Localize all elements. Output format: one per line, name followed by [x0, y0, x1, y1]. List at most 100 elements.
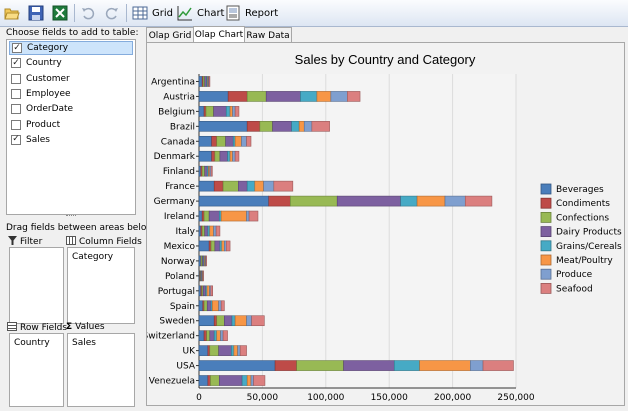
- field-checkbox[interactable]: ✓: [11, 134, 21, 145]
- bar-segment: [208, 76, 211, 87]
- field-item[interactable]: OrderDate: [11, 102, 73, 116]
- field-item[interactable]: ✓ Category: [9, 41, 133, 55]
- field-checkbox[interactable]: [11, 119, 21, 130]
- undo-button[interactable]: [80, 3, 96, 23]
- bar-segment: [208, 210, 220, 222]
- field-item[interactable]: Product: [11, 118, 60, 132]
- bar-segment: [215, 225, 221, 237]
- report-button[interactable]: Report: [225, 3, 278, 23]
- save-button[interactable]: [28, 3, 44, 23]
- bar-segment: [213, 180, 224, 192]
- field-checkbox[interactable]: [11, 104, 21, 115]
- tab-raw-data[interactable]: Raw Data: [244, 27, 292, 43]
- legend-swatch: [540, 183, 552, 195]
- column-field-item[interactable]: Category: [72, 252, 114, 262]
- bar-segment: [303, 121, 313, 132]
- bar-segment: [419, 360, 471, 371]
- column-fields-drop-area[interactable]: Category: [67, 247, 135, 324]
- legend-label: Condiments: [556, 199, 610, 209]
- field-label: Sales: [26, 134, 50, 145]
- bar-segment: [204, 165, 208, 177]
- filter-label: Filter: [20, 237, 43, 247]
- bar-segment: [330, 91, 348, 102]
- bar-segment: [300, 91, 318, 102]
- legend-label: Grains/Cereals: [556, 242, 622, 252]
- bar-segment: [202, 285, 207, 297]
- y-tick-label: Ireland: [164, 212, 195, 222]
- bar-segment: [464, 195, 493, 207]
- field-checkbox[interactable]: [11, 73, 21, 84]
- row-field-item[interactable]: Country: [14, 338, 50, 348]
- bar-segment: [232, 150, 236, 162]
- y-tick-label: Spain: [170, 302, 195, 312]
- legend-label: Beverages: [556, 185, 604, 195]
- bar-segment: [263, 180, 275, 192]
- field-item[interactable]: Employee: [11, 87, 71, 101]
- x-tick-label: 150,000: [371, 393, 408, 403]
- splitter-handle[interactable]: [66, 215, 76, 218]
- filter-drop-area[interactable]: [9, 247, 64, 324]
- row-fields-drop-area[interactable]: Country: [9, 333, 64, 407]
- bar-segment: [336, 195, 401, 207]
- bar-segment: [291, 121, 300, 132]
- legend-swatch: [540, 268, 552, 280]
- excel-icon: [52, 5, 68, 21]
- bar-segment: [198, 135, 212, 147]
- bar-segment: [219, 150, 228, 162]
- bar-segment: [206, 285, 210, 297]
- bar-segment: [198, 300, 204, 312]
- bar-segment: [225, 106, 231, 117]
- bar-segment: [298, 121, 305, 132]
- bar-segment: [234, 315, 247, 327]
- bar-segment: [229, 106, 233, 117]
- tab-olap-grid[interactable]: Olap Grid: [146, 27, 194, 43]
- bar-segment: [444, 195, 466, 207]
- grid-label: Grid: [152, 7, 173, 19]
- legend-label: Seafood: [556, 284, 593, 294]
- redo-button[interactable]: [104, 3, 120, 23]
- bar-segment: [210, 240, 216, 252]
- field-item[interactable]: ✓ Country: [11, 56, 62, 70]
- bar-segment: [231, 315, 236, 327]
- undo-icon: [80, 5, 96, 21]
- tab-olap-chart[interactable]: Olap Chart: [193, 26, 245, 43]
- bar-segment: [343, 360, 395, 371]
- report-icon: [225, 5, 241, 21]
- bar-segment: [209, 225, 214, 237]
- value-field-item[interactable]: Sales: [72, 338, 96, 348]
- bar-segment: [213, 330, 218, 341]
- open-button[interactable]: [4, 3, 20, 23]
- bar-segment: [273, 180, 294, 192]
- bar-segment: [204, 225, 209, 237]
- bar-segment: [311, 121, 330, 132]
- bar-segment: [206, 330, 211, 341]
- field-label: OrderDate: [26, 104, 74, 115]
- bar-segment: [222, 180, 239, 192]
- bar-segment: [234, 150, 240, 162]
- field-label: Category: [27, 43, 69, 53]
- bar-segment: [241, 135, 247, 147]
- bar-segment: [216, 330, 221, 341]
- bar-segment: [213, 225, 217, 237]
- x-tick-label: 100,000: [307, 393, 344, 403]
- excel-export-button[interactable]: [52, 3, 68, 23]
- bar-segment: [198, 345, 209, 356]
- grid-button[interactable]: Grid: [132, 3, 173, 23]
- legend-swatch: [540, 211, 552, 223]
- choose-fields-label: Choose fields to add to table:: [6, 28, 139, 38]
- row-fields-header: Row Fields: [7, 322, 67, 334]
- field-checkbox[interactable]: ✓: [12, 42, 22, 53]
- field-checkbox[interactable]: ✓: [11, 57, 21, 69]
- field-item[interactable]: ✓ Sales: [11, 133, 50, 147]
- bar-segment: [347, 91, 361, 102]
- chart-button[interactable]: Chart: [177, 3, 224, 23]
- bar-segment: [416, 195, 446, 207]
- bar-segment: [272, 121, 292, 132]
- field-item[interactable]: Customer: [11, 72, 70, 86]
- y-tick-label: Germany: [154, 197, 196, 207]
- values-drop-area[interactable]: Sales: [67, 333, 135, 407]
- filter-icon: [8, 236, 17, 248]
- field-checkbox[interactable]: [11, 88, 21, 99]
- bar-segment: [201, 225, 206, 237]
- bar-segment: [268, 195, 291, 207]
